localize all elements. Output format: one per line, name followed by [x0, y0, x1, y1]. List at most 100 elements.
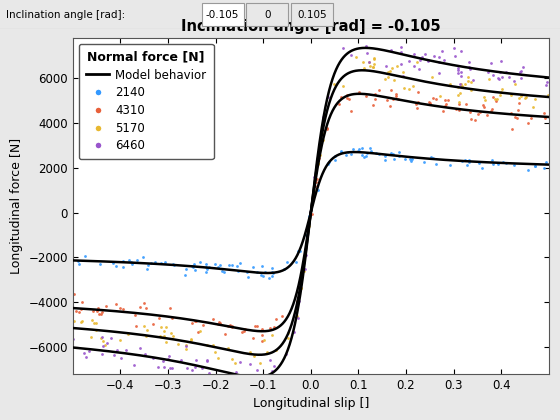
Point	[165, 305, 174, 312]
Point	[106, 335, 115, 341]
Point	[365, 59, 374, 66]
Point	[366, 63, 375, 69]
Point	[450, 45, 459, 52]
Point	[517, 75, 526, 81]
Point	[475, 109, 484, 116]
Point	[228, 323, 237, 329]
Point	[256, 391, 265, 397]
Point	[455, 99, 464, 106]
Point	[416, 57, 425, 63]
Point	[245, 360, 254, 367]
Point	[264, 275, 273, 281]
Point	[160, 259, 169, 266]
Point	[370, 56, 379, 63]
Point	[386, 103, 395, 110]
Point	[427, 154, 436, 160]
Point	[457, 80, 466, 87]
Point	[314, 160, 323, 166]
Point	[413, 59, 422, 66]
Point	[181, 342, 190, 349]
Point	[484, 76, 493, 83]
Point	[92, 320, 101, 326]
Point	[314, 186, 323, 193]
Point	[467, 116, 476, 122]
Point	[368, 63, 377, 70]
Point	[493, 75, 502, 81]
Point	[457, 48, 466, 55]
Point	[258, 331, 267, 338]
Point	[380, 75, 389, 82]
Point	[164, 356, 172, 362]
Point	[80, 349, 89, 356]
Point	[469, 76, 478, 83]
Point	[365, 58, 374, 65]
Point	[202, 261, 211, 268]
Point	[256, 272, 265, 278]
Point	[458, 82, 466, 89]
Point	[156, 332, 165, 339]
Point	[246, 348, 255, 355]
Point	[101, 303, 110, 310]
Point	[216, 261, 225, 268]
Point	[298, 258, 307, 265]
Point	[130, 312, 139, 318]
Point	[169, 333, 178, 340]
Point	[458, 158, 466, 164]
Point	[540, 115, 549, 121]
Point	[466, 65, 475, 72]
Point	[319, 113, 328, 120]
Point	[339, 82, 348, 89]
Point	[539, 109, 548, 116]
Point	[502, 69, 511, 76]
Point	[95, 310, 104, 317]
Point	[371, 91, 380, 98]
Y-axis label: Longitudinal force [N]: Longitudinal force [N]	[10, 138, 23, 274]
Point	[89, 320, 98, 326]
Point	[135, 345, 144, 352]
Point	[399, 85, 408, 92]
Point	[343, 24, 352, 30]
Point	[407, 158, 416, 165]
Point	[395, 152, 404, 159]
Point	[182, 346, 191, 353]
Point	[132, 323, 141, 329]
Point	[398, 68, 407, 75]
Point	[231, 360, 240, 366]
Point	[316, 151, 325, 158]
Legend: Model behavior, 2140, 4310, 5170, 6460: Model behavior, 2140, 4310, 5170, 6460	[79, 44, 213, 160]
Point	[74, 258, 83, 265]
Point	[151, 259, 160, 266]
Bar	[202, 3, 244, 26]
Point	[159, 357, 168, 364]
Point	[347, 51, 356, 58]
Point	[139, 323, 148, 330]
Point	[542, 82, 550, 89]
Point	[149, 320, 158, 327]
Point	[319, 131, 328, 138]
Point	[241, 326, 250, 333]
Point	[133, 257, 142, 263]
Point	[283, 258, 292, 265]
Point	[216, 320, 225, 326]
Point	[474, 159, 483, 166]
Point	[310, 186, 319, 193]
Point	[488, 157, 497, 163]
Point	[515, 100, 524, 107]
Point	[191, 318, 200, 324]
Point	[99, 343, 108, 349]
Point	[142, 333, 151, 339]
Point	[492, 95, 501, 102]
Point	[118, 306, 127, 312]
Point	[530, 163, 539, 169]
Point	[452, 106, 461, 113]
Point	[98, 308, 107, 315]
Point	[236, 260, 245, 266]
Point	[188, 320, 197, 327]
Point	[324, 160, 333, 167]
Point	[461, 100, 470, 107]
Point	[74, 261, 83, 268]
Point	[423, 57, 432, 63]
Point	[283, 330, 292, 336]
Point	[305, 223, 314, 230]
Point	[446, 162, 455, 169]
